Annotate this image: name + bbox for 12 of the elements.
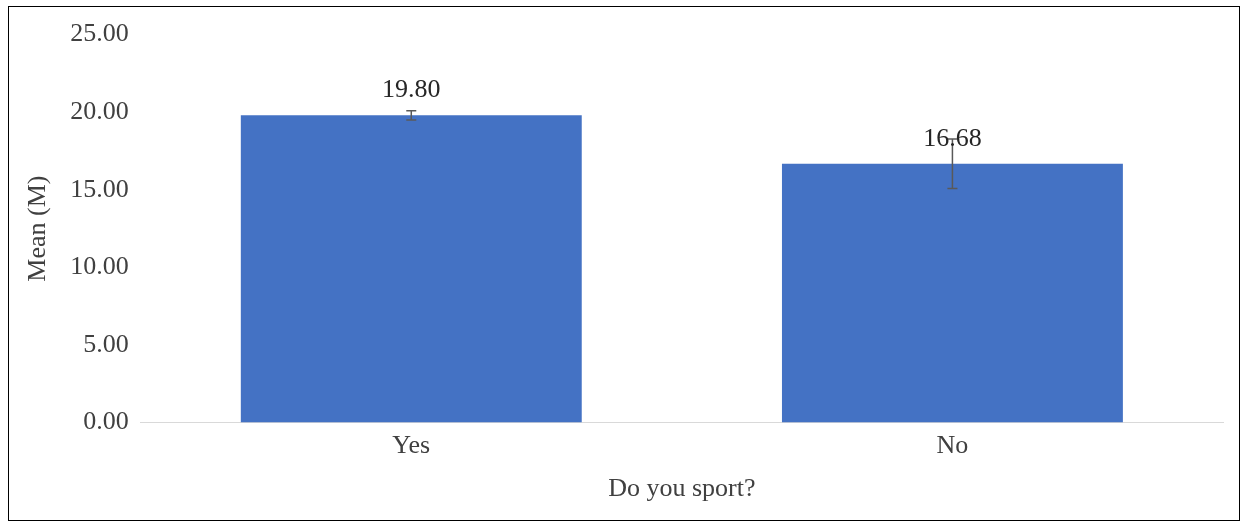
y-tick-label: 25.00: [70, 18, 129, 48]
x-tick-label: No: [936, 430, 969, 460]
x-axis-title: Do you sport?: [608, 473, 756, 503]
x-tick-label: Yes: [392, 430, 431, 460]
y-tick-label: 0.00: [83, 406, 129, 436]
y-axis-title: Mean (M): [22, 175, 52, 282]
data-label: 16.68: [923, 122, 982, 152]
y-tick-label: 5.00: [83, 328, 129, 358]
y-tick-label: 15.00: [70, 173, 129, 203]
y-tick-label: 20.00: [70, 96, 129, 126]
data-label: 19.80: [382, 74, 441, 104]
y-tick-label: 10.00: [70, 251, 129, 281]
